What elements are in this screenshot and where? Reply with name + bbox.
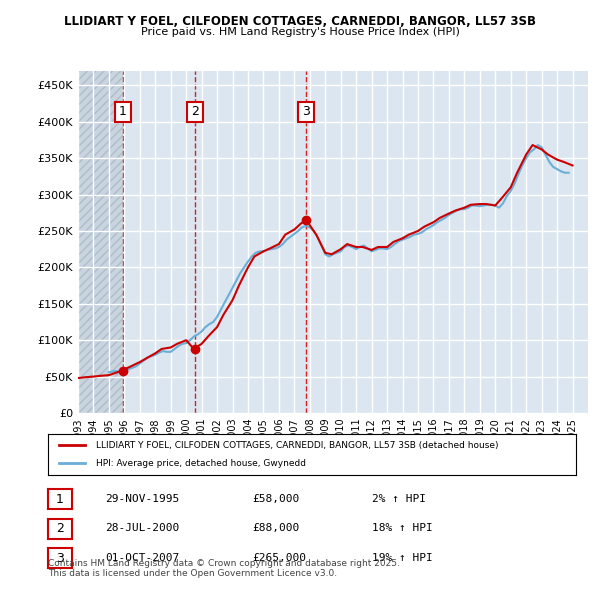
Bar (78, 71, 123, 413)
Text: 28-JUL-2000: 28-JUL-2000 (105, 523, 179, 533)
Text: 3: 3 (302, 106, 310, 119)
Text: Contains HM Land Registry data © Crown copyright and database right 2025.
This d: Contains HM Land Registry data © Crown c… (48, 559, 400, 578)
Text: LLIDIART Y FOEL, CILFODEN COTTAGES, CARNEDDI, BANGOR, LL57 3SB (detached house): LLIDIART Y FOEL, CILFODEN COTTAGES, CARN… (95, 441, 498, 450)
Text: £58,000: £58,000 (252, 494, 299, 503)
Text: £88,000: £88,000 (252, 523, 299, 533)
Text: Price paid vs. HM Land Registry's House Price Index (HPI): Price paid vs. HM Land Registry's House … (140, 27, 460, 37)
Text: 2: 2 (191, 106, 199, 119)
Text: 19% ↑ HPI: 19% ↑ HPI (372, 553, 433, 562)
Text: 1: 1 (56, 493, 64, 506)
Text: 1: 1 (119, 106, 127, 119)
Text: HPI: Average price, detached house, Gwynedd: HPI: Average price, detached house, Gwyn… (95, 459, 305, 468)
Text: 3: 3 (56, 552, 64, 565)
Text: 29-NOV-1995: 29-NOV-1995 (105, 494, 179, 503)
Text: 18% ↑ HPI: 18% ↑ HPI (372, 523, 433, 533)
Text: 2% ↑ HPI: 2% ↑ HPI (372, 494, 426, 503)
Text: LLIDIART Y FOEL, CILFODEN COTTAGES, CARNEDDI, BANGOR, LL57 3SB: LLIDIART Y FOEL, CILFODEN COTTAGES, CARN… (64, 15, 536, 28)
Text: 2: 2 (56, 522, 64, 535)
Text: £265,000: £265,000 (252, 553, 306, 562)
Text: 01-OCT-2007: 01-OCT-2007 (105, 553, 179, 562)
